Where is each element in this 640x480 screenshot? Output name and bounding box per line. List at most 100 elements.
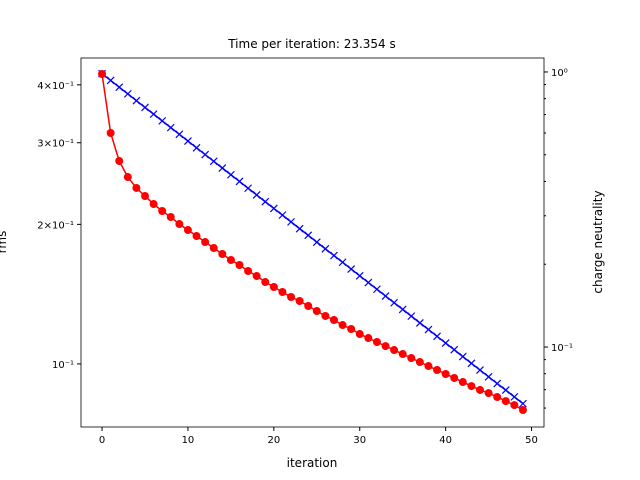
marker <box>106 128 115 137</box>
marker <box>467 359 476 368</box>
plot-frame <box>80 57 545 428</box>
marker <box>261 197 270 206</box>
marker <box>175 130 184 139</box>
marker <box>166 123 175 132</box>
x-tick-label: 30 <box>353 435 366 446</box>
marker <box>433 332 441 341</box>
marker <box>458 378 467 387</box>
marker <box>518 406 527 415</box>
marker <box>98 70 107 79</box>
x-tick-label: 0 <box>99 435 105 446</box>
marker <box>252 190 261 199</box>
marker <box>141 103 149 112</box>
y2-tick-label: 10⁻¹ <box>551 343 573 354</box>
x-tick-label: 10 <box>182 435 195 446</box>
marker <box>441 369 450 378</box>
marker <box>338 321 347 330</box>
marker <box>304 301 313 310</box>
marker <box>398 305 407 314</box>
marker <box>415 318 424 327</box>
marker <box>415 358 424 367</box>
marker <box>115 83 124 92</box>
y-tick-label: 2×10⁻¹ <box>37 220 74 231</box>
marker <box>132 96 141 105</box>
marker <box>209 157 218 166</box>
marker <box>458 352 467 361</box>
marker <box>501 386 510 395</box>
marker <box>287 217 295 226</box>
marker <box>269 204 278 213</box>
marker <box>123 173 132 182</box>
marker <box>407 312 416 321</box>
marker <box>501 397 510 406</box>
marker <box>484 389 493 398</box>
marker <box>149 200 158 209</box>
marker <box>329 315 338 324</box>
marker <box>364 334 373 343</box>
marker <box>338 258 347 267</box>
y-tick-label: 3×10⁻¹ <box>37 139 74 150</box>
chart-title: Time per iteration: 23.354 s <box>227 37 396 51</box>
y-tick-label: 10⁻¹ <box>52 360 74 371</box>
marker <box>364 278 373 287</box>
marker <box>235 177 244 186</box>
marker <box>218 164 227 172</box>
x-axis-label: iteration <box>287 456 338 470</box>
marker <box>201 150 210 159</box>
marker <box>493 393 502 402</box>
marker <box>158 206 167 215</box>
marker <box>295 224 304 233</box>
y-axis-label: rms <box>0 231 9 254</box>
marker <box>355 271 364 280</box>
marker <box>252 272 261 281</box>
marker <box>381 292 390 300</box>
marker <box>433 366 442 375</box>
marker <box>261 278 270 287</box>
marker <box>467 382 476 391</box>
x-tick-label: 40 <box>439 435 452 446</box>
marker <box>304 231 313 240</box>
marker <box>312 238 321 247</box>
marker <box>184 137 192 145</box>
marker <box>295 297 304 306</box>
marker <box>175 220 184 229</box>
marker <box>321 244 330 253</box>
marker <box>390 298 399 307</box>
y2-tick-label: 10⁰ <box>551 68 568 79</box>
marker <box>244 184 252 193</box>
marker <box>398 350 407 359</box>
marker <box>166 212 175 221</box>
marker <box>192 232 201 241</box>
marker <box>381 342 390 351</box>
marker <box>450 345 459 354</box>
marker <box>476 366 484 374</box>
marker <box>123 89 132 98</box>
marker <box>201 238 210 247</box>
marker <box>226 170 235 179</box>
marker <box>510 401 519 410</box>
marker <box>355 330 364 339</box>
marker <box>424 362 433 371</box>
x-tick-label: 50 <box>525 435 538 446</box>
marker <box>269 282 278 291</box>
marker <box>149 110 158 119</box>
x-tick-label: 20 <box>267 435 280 446</box>
marker <box>519 399 527 408</box>
marker <box>287 293 296 302</box>
y2-axis-label: charge neutrality <box>591 190 605 293</box>
marker <box>441 339 450 348</box>
marker <box>183 226 192 235</box>
marker <box>278 288 287 297</box>
marker <box>226 256 235 265</box>
marker <box>372 338 381 347</box>
marker <box>390 346 399 355</box>
marker <box>347 324 356 333</box>
marker <box>192 143 201 152</box>
marker <box>312 307 321 316</box>
marker <box>218 249 227 258</box>
marker <box>476 385 485 394</box>
marker <box>244 266 253 275</box>
marker <box>321 311 330 320</box>
